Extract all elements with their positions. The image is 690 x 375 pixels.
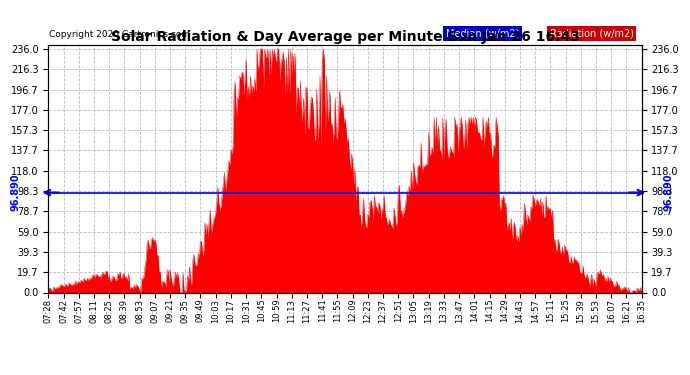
Title: Solar Radiation & Day Average per Minute Sun Jan 26 16:43: Solar Radiation & Day Average per Minute… [110,30,580,44]
Text: 96.890: 96.890 [10,174,21,211]
Text: 96.890: 96.890 [663,174,673,211]
Text: Median (w/m2): Median (w/m2) [446,29,520,39]
Text: Copyright 2020 Cartronics.com: Copyright 2020 Cartronics.com [49,30,190,39]
Text: Radiation (w/m2): Radiation (w/m2) [550,29,633,39]
